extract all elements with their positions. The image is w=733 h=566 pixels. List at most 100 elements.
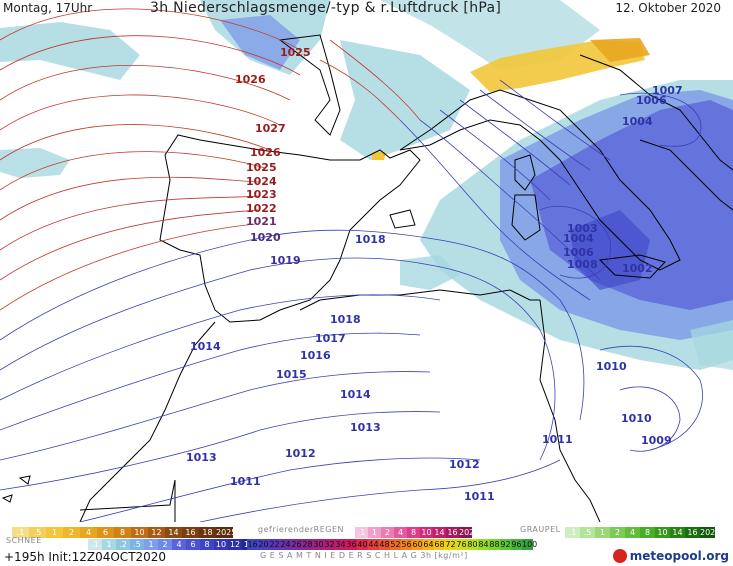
legend-swatch: 2 — [381, 527, 394, 538]
legend-swatch: 34 — [335, 539, 346, 550]
legend-swatch: 64 — [423, 539, 434, 550]
legend-swatch: 32 — [324, 539, 335, 550]
legend-swatch: 56 — [401, 539, 412, 550]
precipitation-areas — [0, 0, 733, 370]
isobars-high — [0, 8, 421, 311]
pressure-labels: 1025 1026 1027 1026 1025 1024 1023 1022 … — [186, 46, 683, 503]
legend-swatch: 1 — [102, 539, 116, 550]
legend-swatch: 24 — [280, 539, 291, 550]
legend-swatch: 1 — [595, 527, 610, 538]
isobar-label: 1020 — [250, 231, 281, 244]
legend-swatch: 1 — [46, 527, 63, 538]
legend-swatch: 40 — [357, 539, 368, 550]
legend-swatch: 8 — [114, 527, 131, 538]
snow-scale: .1.5 1 2 4 6 8 10 12 14 16 18 2025+ — [12, 527, 244, 538]
freezing-rain-label: gefrierenderREGEN — [258, 525, 344, 534]
total-precip-scale: 16 20 22 24 26 28 30 32 34 36 40 44 48 52 56 60 64 68 72 76… — [247, 539, 538, 550]
legend-swatch: 12 — [228, 539, 242, 550]
legend-swatch: 4 — [394, 527, 407, 538]
isobar-label: 1004 — [622, 115, 653, 128]
graupel-label: GRAUPEL — [520, 525, 561, 534]
precipitation-pressure-map: 1025 1026 1027 1026 1025 1024 1023 1022 … — [0, 0, 733, 522]
total-precip-label: G E S A M T N I E D E R S C H L A G 3h [… — [260, 551, 468, 560]
isobar-label: 1021 — [246, 215, 277, 228]
isobar-label: 1003 — [567, 222, 598, 235]
isobar-label: 1026 — [235, 73, 266, 86]
legend-swatch: 16 — [446, 527, 459, 538]
isobar-label: 1002 — [622, 262, 653, 275]
isobar-label: 1023 — [246, 188, 277, 201]
legend-swatch: 26 — [291, 539, 302, 550]
legend-swatch: 88 — [489, 539, 500, 550]
legend-swatch: 72 — [445, 539, 456, 550]
legend-swatch: 22 — [269, 539, 280, 550]
isobar-label: 1014 — [190, 340, 221, 353]
isobar-label: 1012 — [285, 447, 316, 460]
legend-swatch: .5 — [29, 527, 46, 538]
legend-swatch: 2 — [610, 527, 625, 538]
legend-swatch: 2 — [63, 527, 80, 538]
legend-swatch: 68 — [434, 539, 445, 550]
isobar-label: 1018 — [355, 233, 386, 246]
legend-swatch: 1 — [368, 527, 381, 538]
model-run-info: +195h Init:12Z04OCT2020 — [4, 550, 167, 564]
legend-swatch: 100 — [522, 539, 538, 550]
coastlines — [1, 34, 733, 522]
isobar-label: 1010 — [596, 360, 627, 373]
legend-swatch: 6 — [186, 539, 200, 550]
isobar-label: 1012 — [449, 458, 480, 471]
isobar-label: 1006 — [563, 246, 594, 259]
legend-swatch: 2025+ — [216, 527, 244, 538]
valid-time-label: Montag, 17Uhr — [3, 1, 93, 15]
isobar-label: 1009 — [641, 434, 672, 447]
legend-swatch: 52 — [390, 539, 401, 550]
legend-swatch: 76 — [456, 539, 467, 550]
isobar-label: 1004 — [563, 232, 594, 245]
legend-swatch: 60 — [412, 539, 423, 550]
legend-swatch: 16 — [685, 527, 700, 538]
legend-swatch: 96 — [511, 539, 522, 550]
legend-swatch: 44 — [368, 539, 379, 550]
legend-swatch: 10 — [131, 527, 148, 538]
legend-swatch: 10 — [655, 527, 670, 538]
isobar-label: 1014 — [340, 388, 371, 401]
legend-swatch: 2 — [158, 539, 172, 550]
legend-swatch: 36 — [346, 539, 357, 550]
meteopool-logo[interactable]: meteopool.org — [612, 549, 729, 563]
legend-swatch: .1 — [355, 527, 368, 538]
isobar-label: 1011 — [464, 490, 495, 503]
isobar-label: 1026 — [250, 146, 281, 159]
legend-swatch: 14 — [165, 527, 182, 538]
isobar-label: 1007 — [652, 84, 683, 97]
isobar-label: 1013 — [350, 421, 381, 434]
legend-swatch: 4 — [172, 539, 186, 550]
legend-swatch: 18 — [199, 527, 216, 538]
legend-swatch: .2 — [116, 539, 130, 550]
legend-swatch: 92 — [500, 539, 511, 550]
isobar-label: 1010 — [621, 412, 652, 425]
map-title: 3h Niederschlagsmenge/-typ & r.Luftdruck… — [150, 0, 502, 16]
legend-swatch: 14 — [670, 527, 685, 538]
legend-swatch: 30 — [313, 539, 324, 550]
isobar-label: 1011 — [542, 433, 573, 446]
legend-swatch: 4 — [80, 527, 97, 538]
isobar-label: 1019 — [270, 254, 301, 267]
legend-swatch: 16 — [247, 539, 258, 550]
legend-swatch: 12 — [148, 527, 165, 538]
isobar-label: 1011 — [230, 475, 261, 488]
legend-swatch: 8 — [640, 527, 655, 538]
legend-swatch: 8 — [407, 527, 420, 538]
logo-icon — [612, 549, 627, 563]
legend-swatch: .5 — [130, 539, 144, 550]
isobar-label: 1024 — [246, 175, 277, 188]
legend-swatch: 2025+ — [700, 527, 728, 538]
isobar-label: 1016 — [300, 349, 331, 362]
legend-swatch: 84 — [478, 539, 489, 550]
legend-swatch: 6 — [97, 527, 114, 538]
isobar-label: 1018 — [330, 313, 361, 326]
isobar-label: 1022 — [246, 202, 277, 215]
legend-swatch: .1 — [565, 527, 580, 538]
legend-swatch: .1 — [12, 527, 29, 538]
